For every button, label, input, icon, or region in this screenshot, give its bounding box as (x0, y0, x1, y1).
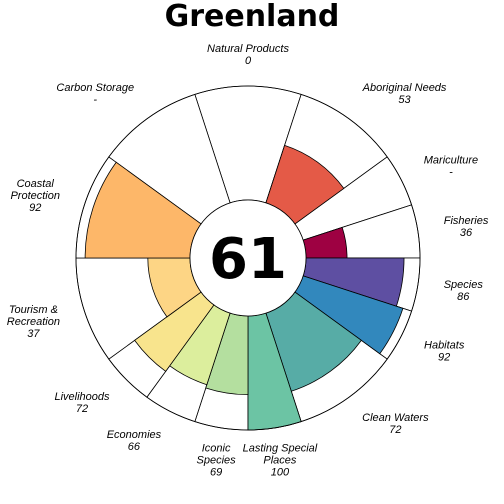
petal-label-carbon-storage: Carbon Storage - (56, 82, 134, 106)
petal-label-habitats: Habitats 92 (424, 340, 465, 364)
petal-label-lasting-special-places: Lasting Special Places 100 (243, 442, 318, 478)
petal-label-fisheries: Fisheries 36 (444, 215, 489, 239)
petal-label-natural-products: Natural Products 0 (207, 43, 289, 67)
petal-label-livelihoods: Livelihoods 72 (54, 391, 110, 415)
petal-label-coastal-protection: Coastal Protection 92 (10, 178, 60, 214)
petal-label-economies: Economies 66 (107, 429, 162, 453)
center-score: 61 (209, 227, 287, 292)
inner-circle (189, 199, 307, 317)
petal-label-clean-waters: Clean Waters 72 (362, 412, 429, 436)
petal-label-mariculture: Mariculture - (424, 154, 478, 178)
petal-label-iconic-species: Iconic Species 69 (197, 442, 237, 478)
outer-ring (75, 85, 421, 431)
petal-label-species: Species 86 (444, 279, 484, 303)
petal-label-tourism-recreation: Tourism & Recreation 37 (7, 304, 60, 340)
petal-label-aboriginal-needs: Aboriginal Needs 53 (362, 82, 447, 106)
chart-title: Greenland (164, 0, 340, 34)
